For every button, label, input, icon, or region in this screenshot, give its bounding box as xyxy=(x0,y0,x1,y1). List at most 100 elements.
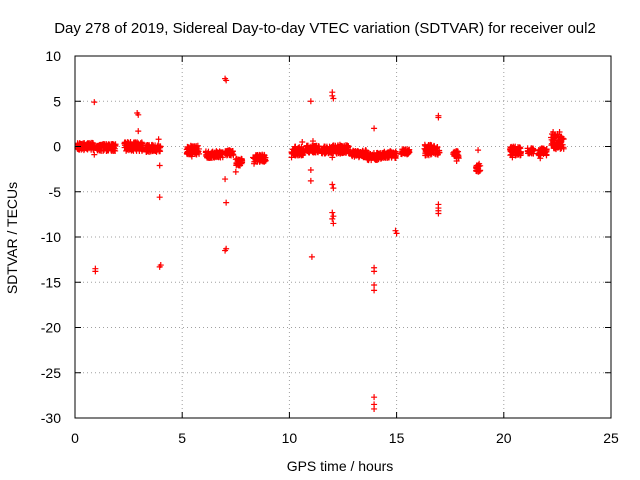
data-point xyxy=(96,144,103,151)
data-point xyxy=(223,150,230,157)
data-point xyxy=(555,144,562,151)
outlier-point xyxy=(222,247,229,254)
data-point xyxy=(251,154,258,161)
chart-title: Day 278 of 2019, Sidereal Day-to-day VTE… xyxy=(54,20,596,37)
y-tick-label: -25 xyxy=(41,365,61,381)
x-axis-title: GPS time / hours xyxy=(287,458,394,474)
data-point xyxy=(310,143,317,150)
outlier-point xyxy=(188,153,195,160)
data-point xyxy=(323,146,330,153)
outlier-point xyxy=(371,268,378,275)
data-point xyxy=(538,145,545,152)
data-point xyxy=(147,147,154,154)
outlier-point xyxy=(135,111,142,118)
data-point xyxy=(475,167,482,174)
data-point xyxy=(185,144,192,151)
outlier-point xyxy=(135,128,142,135)
outlier-point xyxy=(307,167,314,174)
data-point xyxy=(517,152,524,159)
outlier-point xyxy=(288,154,295,161)
data-point xyxy=(129,145,136,152)
data-point xyxy=(109,146,116,153)
data-point xyxy=(558,145,565,152)
data-point xyxy=(310,149,317,156)
data-point xyxy=(433,147,440,154)
data-point xyxy=(551,135,558,142)
outlier-point xyxy=(330,95,337,102)
outlier-point xyxy=(307,98,314,105)
data-point xyxy=(108,145,115,152)
outlier-point xyxy=(392,227,399,234)
outlier-point xyxy=(475,147,482,154)
outlier-point xyxy=(329,92,336,99)
data-point xyxy=(101,146,108,153)
data-point xyxy=(517,148,524,155)
data-point xyxy=(392,152,399,159)
data-point xyxy=(399,149,406,156)
outlier-point xyxy=(308,253,315,260)
y-tick-label: 0 xyxy=(53,139,61,155)
outlier-point xyxy=(393,230,400,237)
outlier-point xyxy=(435,210,442,217)
x-tick-label: 10 xyxy=(282,430,298,446)
outlier-point xyxy=(453,157,460,164)
data-point xyxy=(238,156,245,163)
data-point xyxy=(214,153,221,160)
data-point xyxy=(375,156,382,163)
outlier-point xyxy=(299,138,306,145)
outlier-point xyxy=(92,268,99,275)
outlier-point xyxy=(476,160,483,167)
outlier-point xyxy=(155,136,162,143)
data-point xyxy=(195,148,202,155)
outlier-point xyxy=(330,185,337,192)
data-point xyxy=(536,148,543,155)
data-point xyxy=(434,151,441,158)
outlier-point xyxy=(307,177,314,184)
x-tick-label: 0 xyxy=(71,430,79,446)
x-tick-label: 5 xyxy=(178,430,186,446)
data-point xyxy=(535,151,542,158)
data-point xyxy=(148,142,155,149)
outlier-point xyxy=(371,287,378,294)
outlier-point xyxy=(550,129,557,136)
grid xyxy=(75,56,611,418)
data-point xyxy=(384,149,391,156)
outlier-point xyxy=(192,150,199,157)
data-point xyxy=(227,149,234,156)
outlier-point xyxy=(435,112,442,119)
data-point xyxy=(527,147,534,154)
data-point xyxy=(213,149,220,156)
data-point xyxy=(517,145,524,152)
y-tick-label: -10 xyxy=(41,229,61,245)
data-point xyxy=(124,142,131,149)
data-point xyxy=(550,142,557,149)
data-point xyxy=(100,143,107,150)
data-point xyxy=(204,154,211,161)
data-series xyxy=(74,75,567,412)
outlier-point xyxy=(371,394,378,401)
data-point xyxy=(385,152,392,159)
outlier-point xyxy=(309,138,316,145)
outlier-point xyxy=(251,160,258,167)
x-tick-label: 15 xyxy=(389,430,405,446)
y-tick-label: -30 xyxy=(41,410,61,426)
data-point xyxy=(137,140,144,147)
data-point xyxy=(374,153,381,160)
outlier-point xyxy=(371,281,378,288)
data-point xyxy=(510,143,517,150)
data-point xyxy=(381,153,388,160)
outlier-point xyxy=(371,125,378,132)
data-point xyxy=(184,145,191,152)
outlier-point xyxy=(232,168,239,175)
data-point xyxy=(356,153,363,160)
data-point xyxy=(430,145,437,152)
data-point xyxy=(123,146,130,153)
outlier-point xyxy=(222,176,229,183)
y-tick-label: -20 xyxy=(41,320,61,336)
outlier-point xyxy=(91,99,98,106)
data-point xyxy=(255,152,262,159)
data-point xyxy=(193,143,200,150)
data-point xyxy=(329,148,336,155)
data-point xyxy=(254,158,261,165)
